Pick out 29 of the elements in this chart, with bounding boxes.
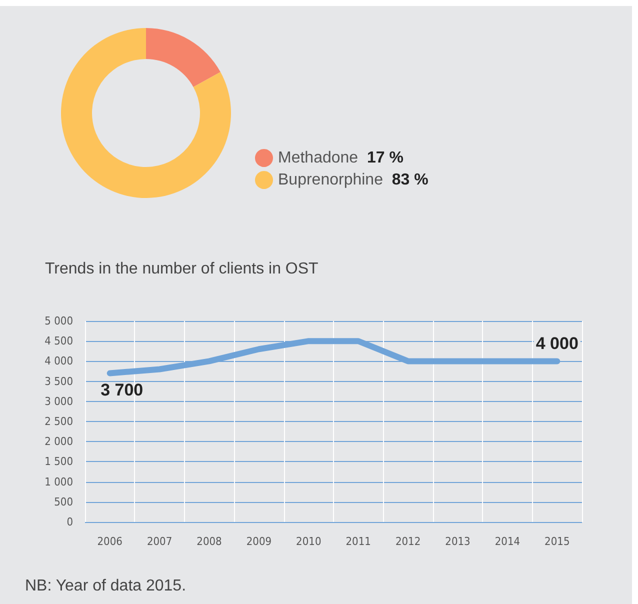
y-tick-label: 1 500 xyxy=(44,455,73,468)
chart-title: Trends in the number of clients in OST xyxy=(45,260,319,278)
y-tick-label: 3 000 xyxy=(44,394,73,408)
x-tick-label: 2015 xyxy=(544,535,570,548)
y-tick-label: 5 000 xyxy=(44,314,73,328)
x-tick-label: 2013 xyxy=(445,535,470,548)
x-tick-label: 2007 xyxy=(146,535,172,548)
legend-label: Methadone xyxy=(278,150,358,166)
y-tick-label: 2 500 xyxy=(44,415,73,428)
y-tick-label: 500 xyxy=(54,495,73,508)
x-tick-label: 2014 xyxy=(494,535,520,548)
text: NB: Year of data 2015. xyxy=(25,578,186,594)
y-tick-label: 0 xyxy=(66,516,73,528)
y-tick-label: 3 500 xyxy=(44,374,73,388)
data-label: 3 700 xyxy=(100,380,144,400)
data-label: 83 % xyxy=(392,172,428,188)
x-tick-label: 2008 xyxy=(196,535,222,548)
data-label: 4 000 xyxy=(536,334,578,354)
x-tick-label: 2010 xyxy=(296,535,322,548)
x-tick-label: 2006 xyxy=(97,535,122,548)
x-tick-label: 2012 xyxy=(395,535,421,548)
data-label: 17 % xyxy=(366,150,404,166)
y-tick-label: 4 000 xyxy=(44,354,73,368)
x-tick-label: 2011 xyxy=(346,535,371,548)
legend-label: Buprenorphine xyxy=(278,172,384,188)
y-tick-label: 2 000 xyxy=(44,435,73,448)
y-tick-label: 4 500 xyxy=(44,334,73,348)
y-tick-label: 1 000 xyxy=(44,475,73,488)
x-tick-label: 2009 xyxy=(246,535,272,548)
